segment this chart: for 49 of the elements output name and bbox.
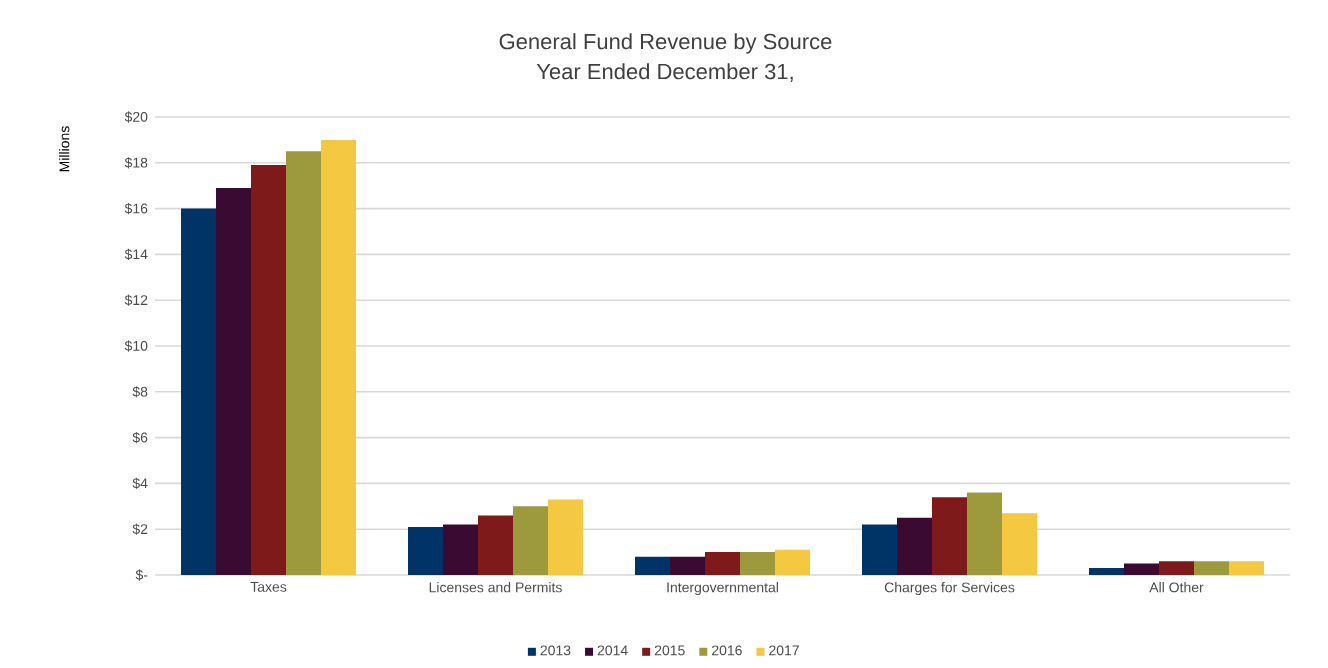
legend-label: 2014 (597, 645, 628, 656)
y-tick-label: $18 (124, 157, 148, 169)
bar (670, 556, 705, 575)
legend-label: 2017 (769, 645, 799, 656)
legend-label: 2015 (654, 645, 685, 656)
y-tick-label: $- (135, 569, 148, 581)
bar (862, 524, 897, 575)
bar (513, 506, 548, 575)
bar (408, 526, 443, 575)
bar (216, 187, 252, 575)
y-tick-label: $20 (124, 111, 148, 123)
bar (705, 552, 740, 575)
bar (932, 497, 967, 575)
y-tick-label: $16 (124, 202, 148, 215)
bar (775, 549, 810, 575)
y-tick-label: $6 (132, 431, 148, 444)
bar (548, 499, 584, 575)
bar (1159, 561, 1194, 575)
bar (740, 552, 775, 575)
bar (897, 517, 932, 575)
bar (181, 208, 217, 575)
x-tick-label: All Other (1149, 582, 1204, 593)
legend-label: 2013 (540, 645, 571, 656)
x-tick-label: Taxes (250, 582, 287, 592)
x-tick-label: Intergovernmental (667, 582, 778, 596)
y-tick-label: $10 (124, 340, 148, 352)
y-axis-title: Millions (59, 126, 70, 172)
bar (478, 515, 513, 575)
bar (443, 524, 479, 575)
y-tick-label: $12 (124, 294, 148, 306)
y-tick-label: $14 (124, 248, 148, 261)
bar (1229, 561, 1264, 575)
bar (1002, 513, 1037, 575)
bar (321, 139, 357, 575)
bar (1124, 563, 1159, 575)
bar (967, 492, 1002, 575)
chart-subtitle: Year Ended December 31, (536, 63, 793, 82)
bar (635, 556, 670, 575)
legend-label: 2016 (712, 645, 742, 656)
y-tick-label: $4 (132, 477, 148, 490)
bar (251, 165, 286, 575)
x-tick-label: Licenses and Permits (429, 582, 562, 593)
x-tick-label: Charges for Services (884, 582, 1015, 596)
y-tick-label: $8 (132, 386, 148, 398)
y-tick-label: $2 (132, 523, 148, 535)
bar (286, 151, 322, 575)
chart-title: General Fund Revenue by Source (499, 33, 832, 54)
bar (1089, 568, 1124, 575)
bar (1194, 561, 1229, 575)
